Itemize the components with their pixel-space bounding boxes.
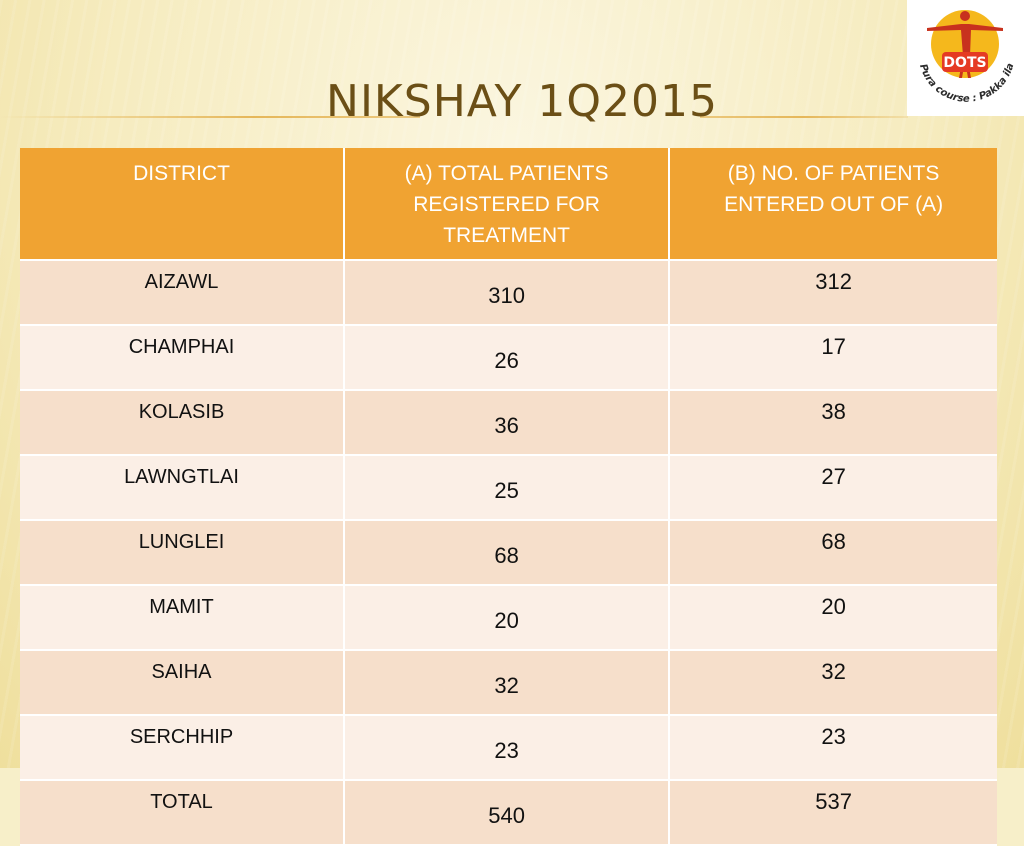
district-cell: KOLASIB (20, 391, 345, 456)
entered-cell: 68 (670, 521, 997, 586)
entered-cell: 38 (670, 391, 997, 456)
header-b-line1: (B) NO. OF PATIENTS (727, 162, 940, 185)
table-row: CHAMPHAI 26 17 (20, 326, 997, 391)
table-header-row: DISTRICT (A) TOTAL PATIENTS REGISTERED F… (20, 148, 997, 261)
total-registered-cell: 20 (344, 586, 671, 651)
entered-cell: 27 (670, 456, 997, 521)
total-registered-cell: 25 (344, 456, 671, 521)
table-row: AIZAWL 310 312 (20, 261, 997, 326)
header-a-line2: REGISTERED FOR (413, 193, 600, 216)
total-registered-cell: 26 (344, 326, 671, 391)
table-row: MAMIT 20 20 (20, 586, 997, 651)
entered-cell-total: 537 (670, 781, 997, 846)
entered-cell: 32 (670, 651, 997, 716)
district-cell-total: TOTAL (20, 781, 345, 846)
total-registered-cell: 36 (344, 391, 671, 456)
dots-logo: DOTS Pura course : Pakka ilaaj (903, 0, 1024, 116)
table-row: SERCHHIP 23 23 (20, 716, 997, 781)
dots-logo-icon: DOTS Pura course : Pakka ilaaj (903, 0, 1016, 105)
slide-title: NIKSHAY 1Q2015 (326, 76, 718, 127)
entered-cell: 312 (670, 261, 997, 326)
title-rule-right (700, 116, 908, 118)
title-rule-left (0, 116, 420, 118)
nikshay-table: DISTRICT (A) TOTAL PATIENTS REGISTERED F… (20, 148, 997, 846)
district-cell: LAWNGTLAI (20, 456, 345, 521)
logo-text: DOTS (943, 55, 986, 71)
header-b-line2: ENTERED OUT OF (A) (724, 193, 944, 216)
district-cell: LUNGLEI (20, 521, 345, 586)
header-a-line3: TREATMENT (443, 224, 570, 247)
header-district-line1: DISTRICT (133, 162, 230, 185)
table-row: LUNGLEI 68 68 (20, 521, 997, 586)
table-row: LAWNGTLAI 25 27 (20, 456, 997, 521)
table-row: SAIHA 32 32 (20, 651, 997, 716)
district-cell: AIZAWL (20, 261, 345, 326)
header-total-patients: (A) TOTAL PATIENTS REGISTERED FOR TREATM… (344, 148, 671, 261)
total-registered-cell: 23 (344, 716, 671, 781)
total-registered-cell-total: 540 (344, 781, 671, 846)
entered-cell: 20 (670, 586, 997, 651)
table-row: KOLASIB 36 38 (20, 391, 997, 456)
header-a-line1: (A) TOTAL PATIENTS (404, 162, 609, 185)
district-cell: CHAMPHAI (20, 326, 345, 391)
district-cell: SAIHA (20, 651, 345, 716)
total-registered-cell: 310 (344, 261, 671, 326)
total-registered-cell: 68 (344, 521, 671, 586)
entered-cell: 23 (670, 716, 997, 781)
table-row-total: TOTAL 540 537 (20, 781, 997, 846)
district-cell: MAMIT (20, 586, 345, 651)
header-patients-entered: (B) NO. OF PATIENTS ENTERED OUT OF (A) (670, 148, 997, 261)
total-registered-cell: 32 (344, 651, 671, 716)
district-cell: SERCHHIP (20, 716, 345, 781)
header-district: DISTRICT (20, 148, 345, 261)
entered-cell: 17 (670, 326, 997, 391)
